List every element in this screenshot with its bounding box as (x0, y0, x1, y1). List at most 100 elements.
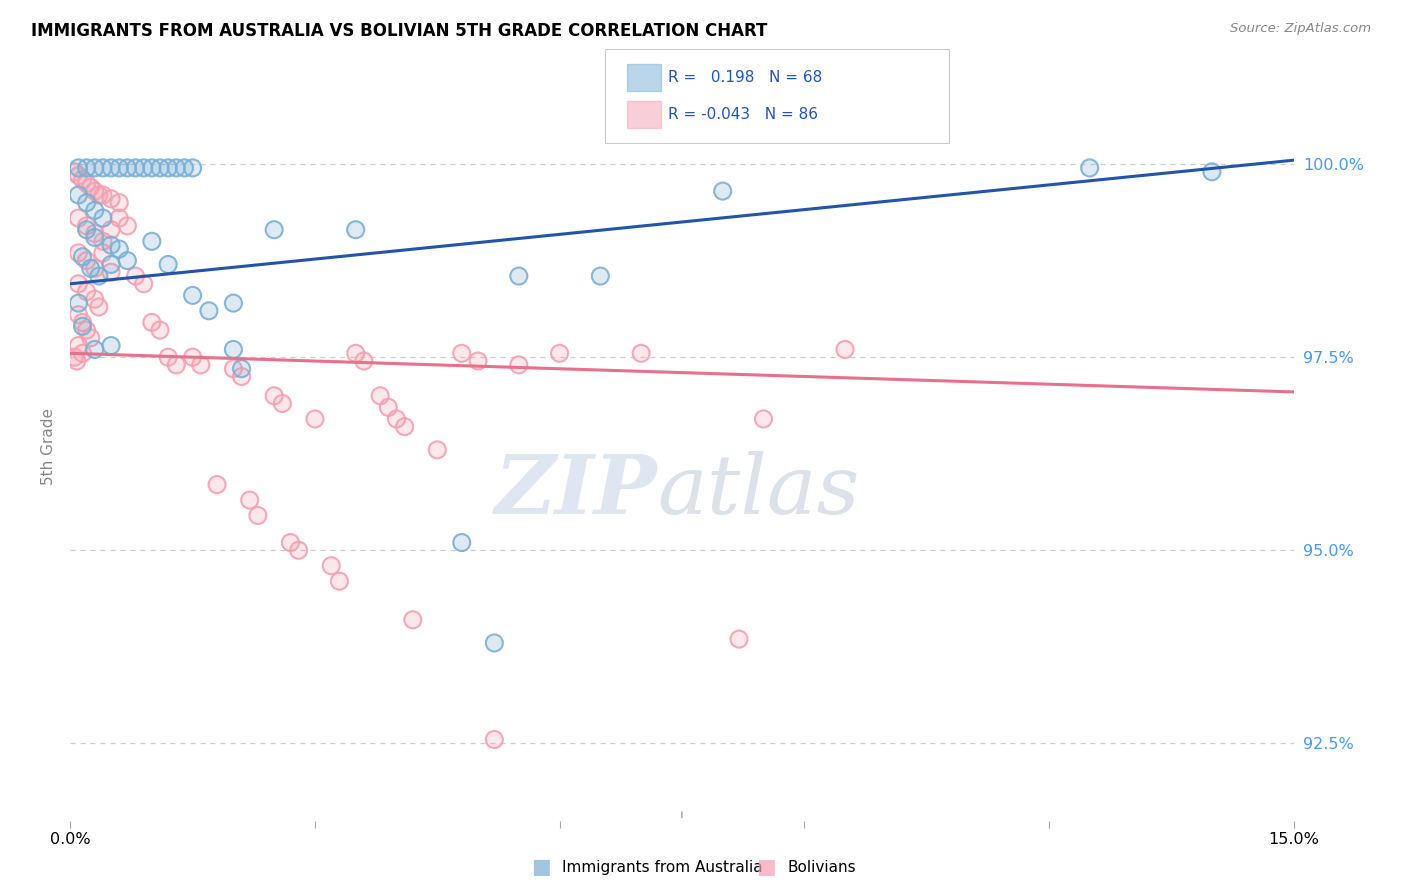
Point (271, 396, 294, 410)
Point (79, 331, 103, 345)
Point (72, 319, 94, 334)
Point (304, 412, 326, 426)
Point (190, 358, 212, 372)
Point (117, 219, 139, 233)
Point (426, 442, 449, 457)
Point (83, 230, 105, 244)
Point (67, 161, 90, 175)
Point (79, 180, 103, 194)
Point (63, 350, 86, 364)
Point (353, 354, 375, 368)
Point (100, 338, 122, 352)
Point (141, 235, 163, 249)
Point (72, 250, 94, 264)
Point (72, 172, 94, 186)
Point (222, 296, 245, 310)
Point (100, 161, 122, 175)
Point (508, 268, 530, 283)
Point (108, 195, 131, 210)
Point (467, 354, 489, 368)
Point (222, 361, 245, 376)
Point (450, 346, 472, 360)
Point (287, 543, 309, 558)
Point (728, 632, 751, 646)
Point (239, 493, 262, 508)
Text: ■: ■ (531, 857, 551, 877)
Text: Source: ZipAtlas.com: Source: ZipAtlas.com (1230, 22, 1371, 36)
Point (72, 346, 94, 360)
Point (141, 235, 163, 249)
Point (385, 412, 408, 426)
Point (173, 161, 195, 175)
Point (100, 338, 122, 352)
Point (87, 268, 110, 283)
Point (67, 188, 90, 202)
Point (63, 165, 86, 179)
Point (484, 732, 506, 747)
Point (83, 161, 105, 175)
Point (280, 535, 302, 549)
Point (67, 246, 90, 260)
Point (181, 350, 204, 364)
Point (271, 396, 294, 410)
Point (263, 223, 285, 237)
Point (100, 257, 122, 271)
Point (1078, 161, 1101, 175)
Point (67, 161, 90, 175)
Point (87, 188, 110, 202)
Point (79, 261, 103, 276)
Point (344, 223, 367, 237)
Point (368, 389, 391, 403)
Point (83, 230, 105, 244)
Point (231, 369, 253, 384)
Point (589, 268, 612, 283)
Point (157, 257, 180, 271)
Y-axis label: 5th Grade: 5th Grade (41, 408, 56, 484)
Point (72, 315, 94, 329)
Point (173, 161, 195, 175)
Point (450, 346, 472, 360)
Point (87, 300, 110, 314)
Point (67, 338, 90, 352)
Point (377, 401, 399, 415)
Point (108, 211, 131, 226)
Point (484, 636, 506, 650)
Point (76, 253, 98, 268)
Point (67, 188, 90, 202)
Point (402, 613, 425, 627)
Point (287, 543, 309, 558)
Point (222, 343, 245, 357)
Point (321, 558, 343, 573)
Point (165, 358, 187, 372)
Point (508, 358, 530, 372)
Text: ■: ■ (756, 857, 776, 877)
Point (132, 161, 155, 175)
Text: R =   0.198   N = 68: R = 0.198 N = 68 (668, 70, 823, 85)
Point (76, 161, 98, 175)
Point (76, 285, 98, 299)
Point (100, 223, 122, 237)
Point (205, 477, 228, 491)
Point (198, 303, 221, 318)
Point (91, 161, 114, 175)
Text: atlas: atlas (658, 451, 860, 531)
Point (548, 346, 571, 360)
Point (711, 184, 734, 198)
Point (149, 323, 172, 337)
Point (108, 242, 131, 256)
Point (76, 223, 98, 237)
Point (76, 219, 98, 233)
Point (87, 188, 110, 202)
Point (117, 219, 139, 233)
Point (157, 350, 180, 364)
Point (100, 192, 122, 206)
Point (165, 161, 187, 175)
Point (149, 161, 172, 175)
Point (484, 636, 506, 650)
Point (181, 161, 204, 175)
Point (231, 361, 253, 376)
Point (83, 343, 105, 357)
Point (67, 296, 90, 310)
Point (157, 161, 180, 175)
Point (79, 180, 103, 194)
